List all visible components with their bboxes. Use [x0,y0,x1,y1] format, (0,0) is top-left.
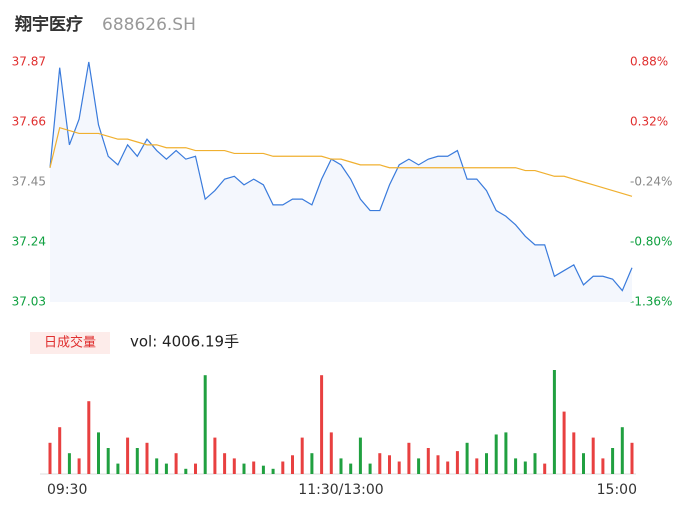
volume-bar [106,448,110,474]
volume-bar [397,461,401,474]
y2-tick-label: -0.24% [630,175,672,189]
volume-bar [164,463,168,474]
volume-info: vol: 4006.19手 [130,333,239,351]
volume-bar [543,463,547,474]
volume-bar [271,468,275,474]
volume-bar [281,461,285,474]
y-tick-label: 37.87 [12,55,46,69]
volume-bar [291,455,294,474]
volume-bar [87,401,91,474]
volume-bar [601,458,605,474]
volume-bar [135,448,139,474]
volume-bar [572,432,576,474]
volume-bar [582,453,585,474]
volume-bar [523,461,527,474]
y2-tick-label: -1.36% [630,295,672,309]
x-tick-label: 15:00 [597,482,637,498]
volume-bar [494,434,498,474]
volume-bar [320,375,324,474]
volume-legend: 日成交量 [44,335,96,351]
volume-bar [339,458,343,474]
x-tick-label: 09:30 [47,482,87,498]
volume-bar [213,437,217,474]
volume-bar [368,463,372,474]
volume-bar [417,458,421,474]
line-average [49,126,633,197]
y-tick-label: 37.45 [12,175,46,189]
price-area [50,62,632,302]
volume-bar [252,461,256,474]
volume-bar [194,463,197,474]
volume-bar [533,453,537,474]
y2-tick-label: 0.32% [630,115,668,129]
volume-bar [184,468,188,474]
volume-bar [485,453,488,474]
chart-title: 翔宇医疗 [14,14,83,35]
volume-bar [126,437,130,474]
chart-subtitle: 688626.SH [102,15,196,35]
volume-bar [388,455,391,474]
volume-bar [436,455,440,474]
volume-bar [630,442,634,474]
y2-tick-label: -0.80% [630,235,672,249]
volume-bar [310,453,314,474]
y-tick-label: 37.66 [12,115,46,129]
volume-bar [77,458,81,474]
volume-bar [58,427,62,474]
volume-bar [300,437,304,474]
volume-bar [562,411,566,474]
volume-bar [552,370,556,474]
volume-bar [426,448,430,474]
volume-bar [242,463,246,474]
volume-bar [349,463,353,474]
volume-bar [97,432,100,474]
volume-bar [329,432,333,474]
volume-bar [591,437,595,474]
y2-tick-label: 0.88% [630,55,668,69]
y-tick-label: 37.03 [12,295,46,309]
volume-bar [116,463,120,474]
volume-bar [145,442,149,474]
volume-bar [611,448,615,474]
line-price [49,61,633,292]
volume-bar [67,453,71,474]
volume-bar [378,453,382,474]
volume-bar [407,442,411,474]
volume-legend-box [30,332,110,354]
volume-bar [223,453,227,474]
volume-bar [504,432,508,474]
volume-bar [446,461,450,474]
volume-bar [514,458,518,474]
volume-bar [174,453,178,474]
x-tick-label: 11:30/13:00 [298,482,383,498]
volume-bar [155,458,159,474]
volume-bar [455,451,459,474]
volume-bar [620,427,624,474]
volume-bar [261,465,265,474]
volume-bar [475,458,479,474]
volume-bar [203,375,207,474]
volume-bar [48,442,52,474]
volume-bar [358,437,362,474]
volume-bar [465,442,469,474]
y-tick-label: 37.24 [12,235,46,249]
volume-bar [232,458,236,474]
